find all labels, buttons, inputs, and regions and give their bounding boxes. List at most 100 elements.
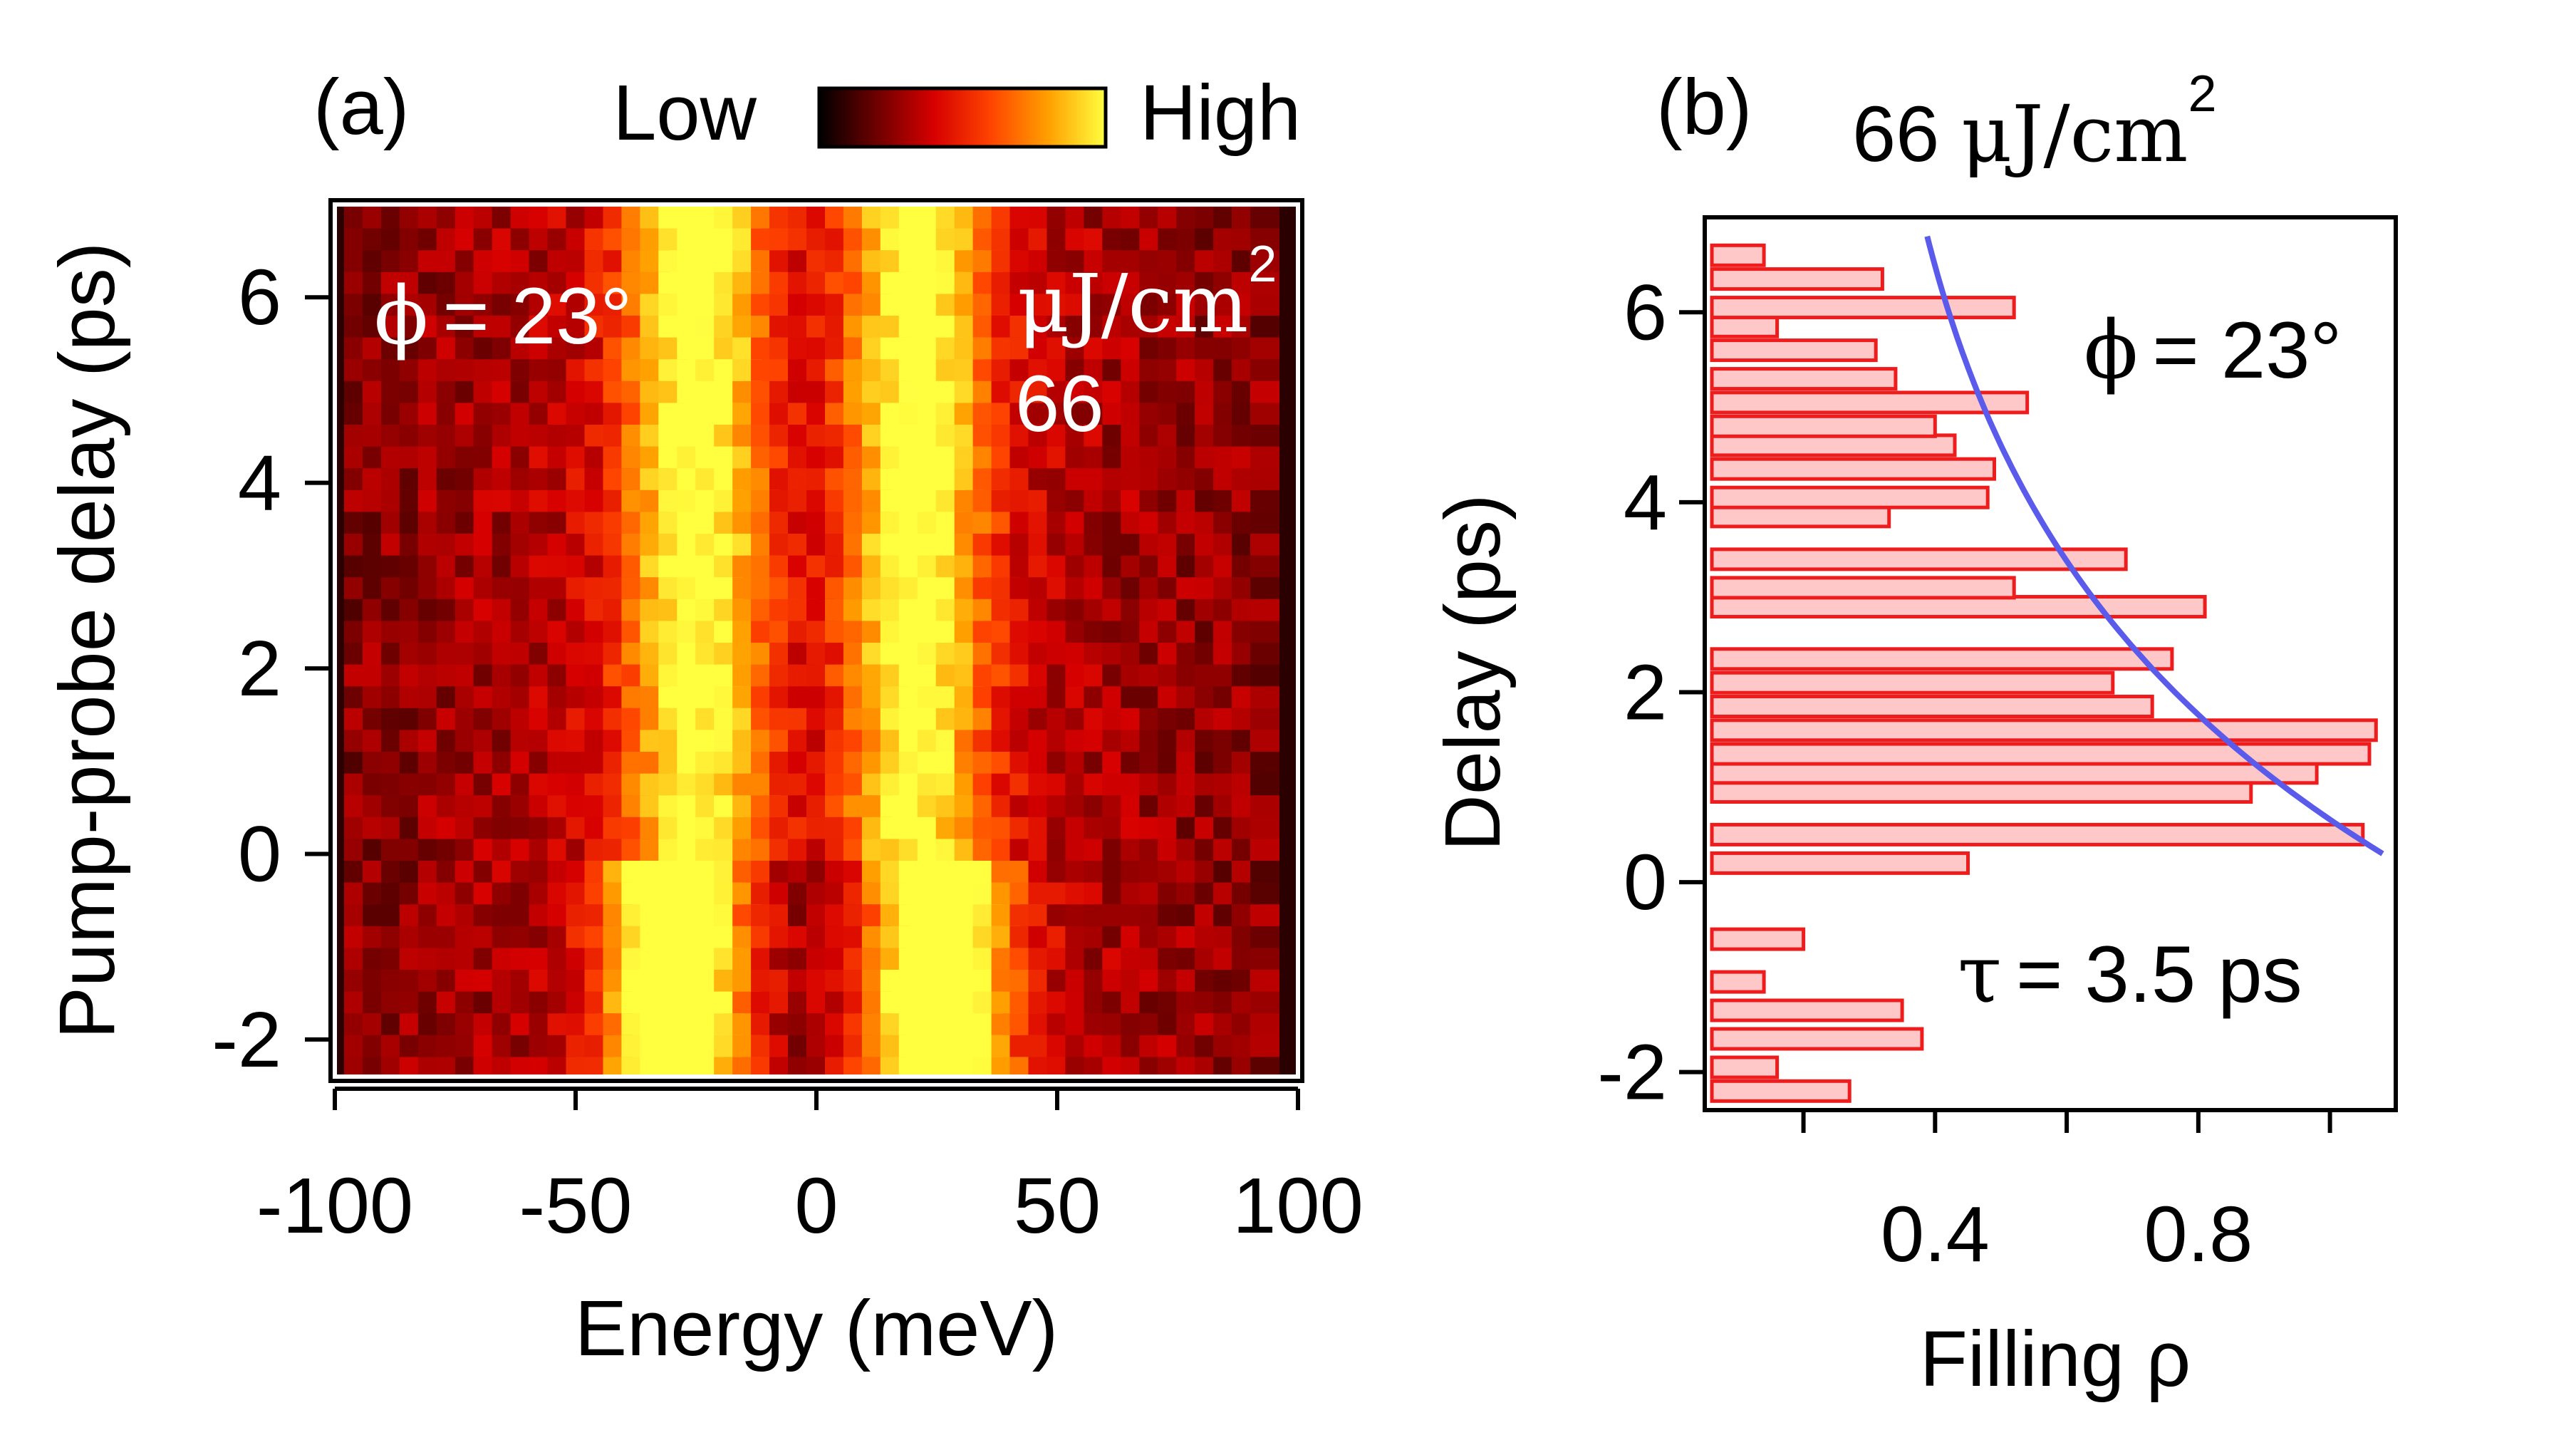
heatmap-cells (344, 204, 1279, 1077)
filling-bar (1710, 822, 2365, 846)
filling-bar (1710, 927, 1806, 951)
heatmap-cell (1250, 859, 1279, 883)
panel-a-y-axis: -2 0 2 4 6 (212, 254, 331, 1084)
y-tick-label: 4 (1624, 459, 1667, 547)
filling-bar (1710, 970, 1766, 994)
filling-bar (1710, 243, 1766, 267)
heatmap-cell (1250, 248, 1279, 272)
filling-bar (1710, 414, 1937, 438)
filling-bar (1710, 1055, 1780, 1079)
panel-b-fit-curve (1924, 235, 2384, 856)
x-tick-label: 0.8 (2144, 1191, 2253, 1278)
panel-b-phi-value: = 23° (2152, 306, 2342, 395)
heatmap-cell (1250, 946, 1279, 970)
heatmap-cell (1250, 618, 1279, 643)
filling-bar (1710, 267, 1884, 291)
heatmap-cell (1250, 880, 1279, 905)
panel-b-x-axis: 0.4 0.8 (1801, 1110, 2332, 1278)
heatmap-inner-frame (333, 202, 1300, 1079)
heatmap-cell (1250, 400, 1279, 425)
heatmap-cell (1250, 444, 1279, 469)
panel-b-title-value: 66 (1852, 90, 1961, 178)
heatmap-cell (1250, 750, 1279, 774)
y-tick-label: -2 (1597, 1029, 1667, 1117)
panel-b-x-label: Filling ρ (1920, 1315, 2191, 1403)
panel-b-frame (1703, 215, 2398, 1112)
heatmap-cell (1250, 596, 1279, 621)
heatmap-cell (1250, 291, 1279, 316)
heatmap-cell (1250, 684, 1279, 708)
panel-b-x-label-text: Filling ρ (1920, 1315, 2191, 1403)
filling-bar (1710, 576, 2016, 600)
heatmap-cell (1250, 423, 1279, 447)
heatmap-cell (1250, 771, 1279, 796)
filling-bar (1710, 1079, 1852, 1103)
heatmap-cell (1250, 836, 1279, 861)
colorbar-low-label: Low (613, 69, 757, 157)
x-tick-label: -100 (256, 1162, 413, 1250)
fluence-exponent: 2 (1248, 236, 1277, 293)
heatmap-cell (1250, 1032, 1279, 1057)
panel-b-y-label: Delay (ps) (1429, 494, 1517, 851)
panel-b-phi-annotation: ϕ = 23° (2084, 304, 2342, 397)
heatmap-cell (1250, 923, 1279, 948)
y-tick-label: 0 (1624, 839, 1667, 926)
panel-a-fluence-unit: μJ/cm2 (1017, 236, 1277, 351)
panel-a-x-axis: -100 -50 0 50 100 (256, 1087, 1364, 1250)
heatmap-cell (1250, 532, 1279, 556)
x-tick-label: -50 (519, 1162, 633, 1250)
panel-b: (b) 66 μJ/cm2 ϕ = 23° τ = 3.5 ps 0.4 0.8 -2… (1429, 63, 2398, 1403)
x-tick-label: 0 (794, 1162, 838, 1250)
y-tick-label: 0 (238, 810, 281, 898)
panel-a-label: (a) (313, 63, 409, 151)
panel-b-title-exponent: 2 (2188, 66, 2216, 123)
heatmap-cell (1250, 1055, 1279, 1077)
filling-bar (1710, 338, 1878, 363)
heatmap-cell (1250, 793, 1279, 817)
filling-bar (1710, 742, 2372, 766)
panel-a-y-label: Pump-probe delay (ps) (43, 242, 131, 1040)
phi-symbol: ϕ (374, 270, 428, 363)
heatmap-cell (1250, 487, 1279, 512)
heatmap-cell (1250, 968, 1279, 992)
panel-b-label: (b) (1656, 63, 1752, 151)
filling-bar (1710, 718, 2378, 742)
fluence-unit: μJ/cm (1017, 258, 1248, 351)
phi-value: = 23° (442, 271, 632, 361)
filling-bar (1710, 998, 1904, 1022)
y-tick-label: -2 (212, 996, 281, 1084)
heatmap-cell (1250, 989, 1279, 1014)
y-tick-label: 4 (238, 440, 281, 527)
panel-b-tau-annotation: τ = 3.5 ps (1958, 928, 2302, 1021)
heatmap-cell (1250, 575, 1279, 599)
filling-bar (1710, 547, 2128, 571)
filling-bar (1710, 670, 2115, 695)
filling-bar (1710, 504, 1891, 529)
panel-b-tau-symbol: τ (1958, 928, 2002, 1021)
y-tick-label: 2 (1624, 648, 1667, 736)
panel-b-tau-value: = 3.5 ps (2016, 930, 2302, 1019)
panel-b-title: 66 μJ/cm2 (1852, 66, 2217, 180)
heatmap-cell (1250, 466, 1279, 490)
filling-bar (1710, 367, 1898, 391)
filling-bar (1710, 595, 2207, 618)
heatmap-cell (1250, 1011, 1279, 1035)
panel-a: (a) Low High ϕ = 23° μJ/cm2 66 -100 -50 0 50… (43, 63, 1364, 1372)
heatmap-cell (1250, 705, 1279, 730)
panel-b-bars (1710, 243, 2378, 1103)
filling-bar (1710, 851, 1970, 875)
panel-a-phi-annotation: ϕ = 23° (374, 270, 632, 363)
filling-bar (1710, 1027, 1924, 1051)
heatmap-cell (1250, 335, 1279, 360)
filling-bar (1710, 485, 1990, 509)
filling-bar (1710, 780, 2253, 804)
x-tick-label: 50 (1014, 1162, 1101, 1250)
y-tick-label: 6 (1624, 269, 1667, 356)
colorbar (817, 86, 1108, 149)
filling-bar (1710, 457, 1996, 481)
filling-bar (1710, 647, 2174, 671)
filling-bar (1710, 433, 1957, 457)
panel-b-phi-symbol: ϕ (2084, 304, 2138, 397)
